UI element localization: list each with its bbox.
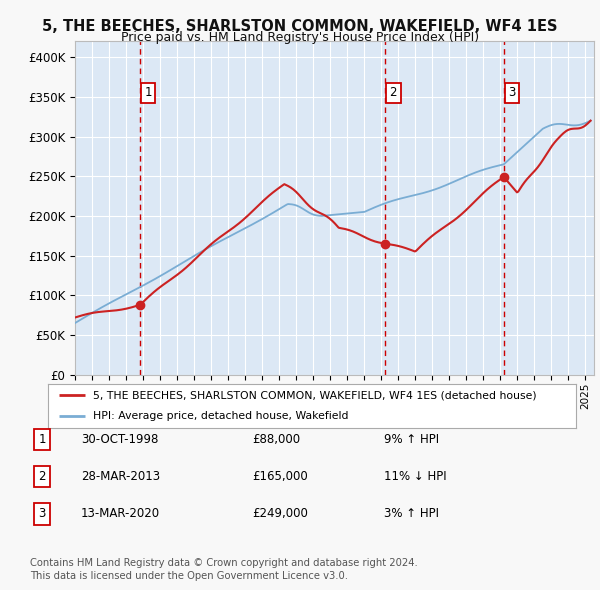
Text: £249,000: £249,000 bbox=[252, 507, 308, 520]
Text: 5, THE BEECHES, SHARLSTON COMMON, WAKEFIELD, WF4 1ES (detached house): 5, THE BEECHES, SHARLSTON COMMON, WAKEFI… bbox=[93, 391, 536, 401]
Text: £165,000: £165,000 bbox=[252, 470, 308, 483]
Text: 1: 1 bbox=[145, 86, 152, 99]
Text: 30-OCT-1998: 30-OCT-1998 bbox=[81, 433, 158, 446]
Text: 9% ↑ HPI: 9% ↑ HPI bbox=[384, 433, 439, 446]
Text: Contains HM Land Registry data © Crown copyright and database right 2024.
This d: Contains HM Land Registry data © Crown c… bbox=[30, 558, 418, 581]
Text: 1: 1 bbox=[38, 433, 46, 446]
Text: 13-MAR-2020: 13-MAR-2020 bbox=[81, 507, 160, 520]
Text: 28-MAR-2013: 28-MAR-2013 bbox=[81, 470, 160, 483]
Text: 11% ↓ HPI: 11% ↓ HPI bbox=[384, 470, 446, 483]
Text: HPI: Average price, detached house, Wakefield: HPI: Average price, detached house, Wake… bbox=[93, 411, 349, 421]
Text: Price paid vs. HM Land Registry's House Price Index (HPI): Price paid vs. HM Land Registry's House … bbox=[121, 31, 479, 44]
Text: 2: 2 bbox=[38, 470, 46, 483]
Text: 2: 2 bbox=[389, 86, 397, 99]
Text: 5, THE BEECHES, SHARLSTON COMMON, WAKEFIELD, WF4 1ES: 5, THE BEECHES, SHARLSTON COMMON, WAKEFI… bbox=[42, 19, 558, 34]
Text: 3% ↑ HPI: 3% ↑ HPI bbox=[384, 507, 439, 520]
Text: 3: 3 bbox=[38, 507, 46, 520]
Text: 3: 3 bbox=[508, 86, 515, 99]
Text: £88,000: £88,000 bbox=[252, 433, 300, 446]
